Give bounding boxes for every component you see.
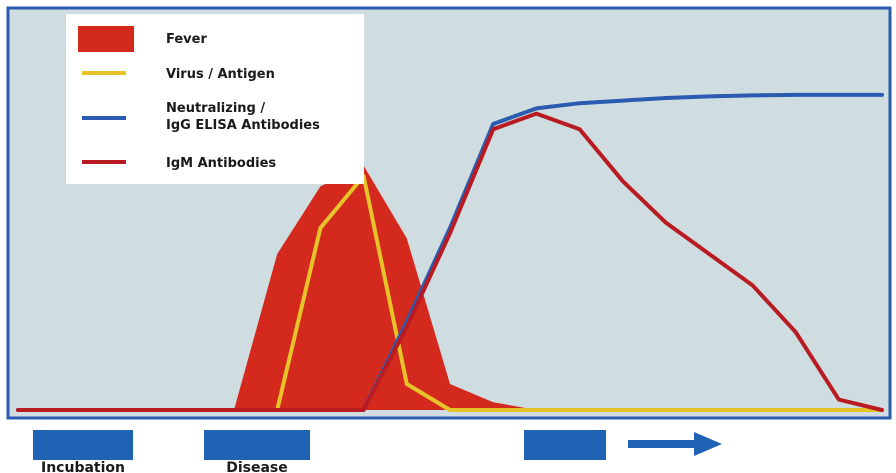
phase-bar-0 bbox=[33, 430, 133, 460]
phase-bars: Incubation Disease bbox=[33, 430, 722, 473]
legend: Fever Virus / Antigen Neutralizing / IgG EL… bbox=[66, 14, 364, 184]
phase-bar-2 bbox=[524, 430, 606, 460]
legend-label: Neutralizing / bbox=[166, 101, 265, 116]
legend-label: Fever bbox=[166, 32, 207, 47]
phase-bar-1 bbox=[204, 430, 310, 460]
series-layer bbox=[16, 92, 884, 412]
phase-label: Incubation bbox=[41, 460, 125, 473]
legend-swatch-fever bbox=[78, 26, 134, 52]
series-line-3 bbox=[16, 111, 884, 412]
arrow-right-icon bbox=[694, 432, 722, 456]
phase-label: Disease bbox=[226, 460, 288, 473]
legend-label-line2: IgG ELISA Antibodies bbox=[166, 118, 320, 133]
legend-label: Virus / Antigen bbox=[166, 67, 275, 82]
legend-label: IgM Antibodies bbox=[166, 156, 276, 171]
